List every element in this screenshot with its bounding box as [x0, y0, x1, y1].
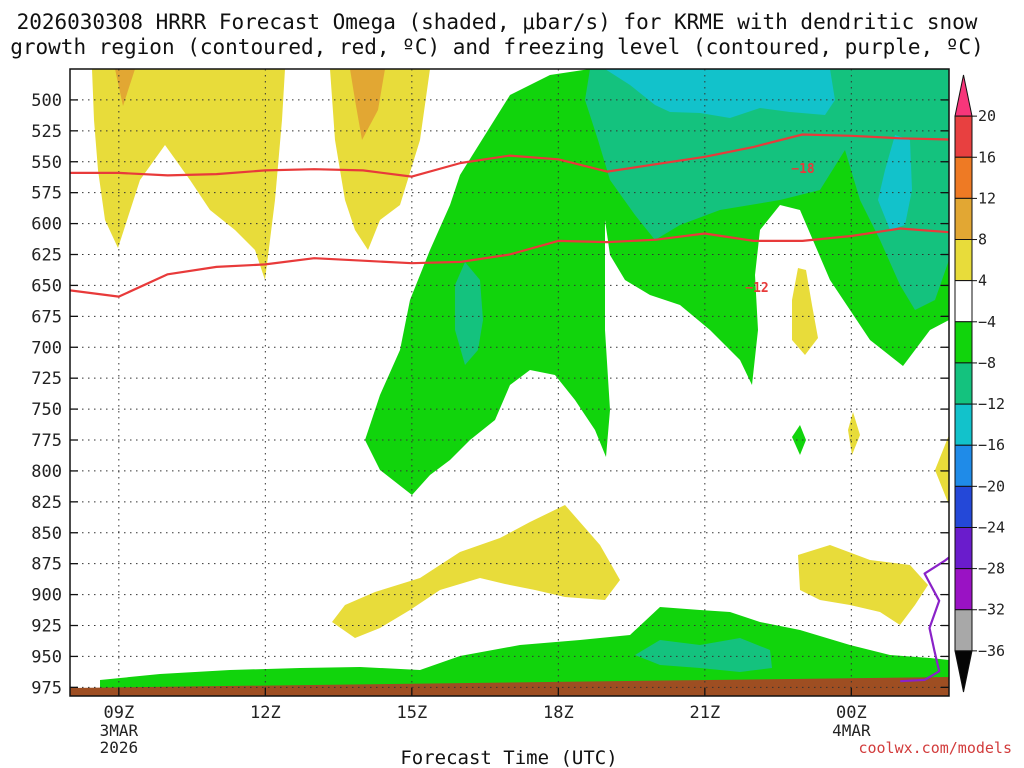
- colorbar-swatch: [954, 115, 973, 158]
- omega-region-8-to-12: [350, 69, 385, 140]
- y-tick-label: 800: [31, 462, 62, 482]
- y-tick-label: 975: [31, 678, 62, 698]
- colorbar: 20 16 12 8 4 −4 −8 −12 −16 −20 −24 −28 −32 −36: [954, 74, 1005, 693]
- x-axis-label: Forecast Time (UTC): [400, 747, 617, 768]
- x-tick-label: 15Z: [396, 703, 427, 723]
- y-tick-label: 675: [31, 307, 62, 327]
- omega-region-minus12-to-minus16: [878, 135, 912, 230]
- y-tick-label: 625: [31, 246, 62, 266]
- x-tick-label: 00Z: [836, 703, 867, 723]
- y-tick-label: 650: [31, 276, 62, 296]
- y-tick-label: 875: [31, 555, 62, 575]
- colorbar-swatch: [954, 444, 973, 487]
- y-tick-label: 900: [31, 586, 62, 606]
- chart-title-line1: 2026030308 HRRR Forecast Omega (shaded, …: [17, 10, 978, 34]
- isotherm-line: [70, 133, 949, 178]
- colorbar-swatch: [954, 526, 973, 570]
- terrain-ground: [70, 677, 949, 696]
- omega-region-4-to-8: [935, 435, 949, 505]
- colorbar-label: 20: [978, 107, 996, 125]
- colorbar-label: −24: [978, 518, 1005, 536]
- x-tick-label: 09Z: [103, 703, 134, 723]
- colorbar-label: −8: [978, 354, 996, 372]
- colorbar-label: 12: [978, 189, 996, 207]
- colorbar-label: −16: [978, 436, 1005, 454]
- colorbar-swatch: [954, 609, 973, 652]
- y-tick-label: 750: [31, 400, 62, 420]
- x-date-label: 3MAR: [100, 721, 139, 740]
- colorbar-swatch: [954, 197, 973, 241]
- chart-title-line2: growth region (contoured, red, ºC) and f…: [10, 35, 984, 59]
- colorbar-label: −32: [978, 601, 1005, 619]
- freezing-level-line: [900, 556, 949, 683]
- colorbar-label: −28: [978, 560, 1005, 578]
- colorbar-label: −4: [978, 313, 996, 331]
- y-tick-label: 700: [31, 338, 62, 358]
- omega-region-4-to-8: [848, 412, 860, 455]
- plot-area: [70, 69, 949, 696]
- plot-frame: [69, 68, 950, 697]
- x-date-label: 4MAR: [832, 721, 871, 740]
- y-tick-label: 525: [31, 122, 62, 142]
- isotherm-label-lower: −12: [745, 281, 768, 296]
- omega-region-minus8-to-minus12: [635, 638, 772, 672]
- colorbar-label: −36: [978, 642, 1005, 660]
- y-tick-label: 725: [31, 369, 62, 389]
- colorbar-swatch: [954, 485, 973, 528]
- omega-region-8-to-12: [115, 69, 135, 106]
- y-tick-label: 925: [31, 617, 62, 637]
- grid: [70, 69, 949, 696]
- y-tick-label: 850: [31, 524, 62, 544]
- colorbar-label: 16: [978, 148, 996, 166]
- x-tick-label: 21Z: [689, 703, 720, 723]
- y-tick-label: 950: [31, 647, 62, 667]
- omega-region-4-to-8: [330, 69, 430, 250]
- colorbar-swatch: [954, 362, 973, 405]
- omega-region-4-to-8: [792, 268, 818, 355]
- contour-lines: [70, 133, 949, 683]
- omega-region-minus8-to-minus12: [455, 262, 483, 365]
- y-axis: 500 525 550 575 600 625 650 675 700 725 750 775 800 8…: [31, 91, 949, 698]
- y-tick-label: 550: [31, 153, 62, 173]
- colorbar-label: −20: [978, 477, 1005, 495]
- y-tick-label: 600: [31, 215, 62, 235]
- omega-region-4-to-8: [332, 505, 620, 638]
- omega-region-4-to-8: [798, 545, 928, 625]
- colorbar-swatch: [954, 321, 973, 364]
- colorbar-swatch: [954, 239, 973, 282]
- y-tick-label: 575: [31, 184, 62, 204]
- colorbar-swatch: [954, 156, 973, 199]
- y-tick-label: 825: [31, 493, 62, 513]
- colorbar-swatch: [954, 74, 973, 117]
- colorbar-label: 4: [978, 272, 987, 290]
- x-year-label: 2026: [100, 738, 139, 757]
- colorbar-label: 8: [978, 231, 987, 249]
- omega-region-minus8-to-minus12: [585, 69, 949, 310]
- colorbar-swatch: [954, 568, 973, 611]
- colorbar-swatch: [954, 280, 973, 323]
- x-tick-label: 18Z: [543, 703, 574, 723]
- omega-region-minus12-to-minus16: [605, 69, 835, 118]
- isotherm-line: [70, 227, 949, 298]
- y-tick-label: 500: [31, 91, 62, 111]
- credit-text: coolwx.com/models: [858, 739, 1012, 757]
- omega-region-minus4-to-minus8: [792, 425, 806, 455]
- isotherm-label-upper: −18: [791, 162, 815, 177]
- x-tick-label: 12Z: [250, 703, 281, 723]
- colorbar-swatch: [954, 403, 973, 446]
- colorbar-label: −12: [978, 395, 1005, 413]
- colorbar-swatch: [954, 650, 973, 693]
- y-tick-label: 775: [31, 431, 62, 451]
